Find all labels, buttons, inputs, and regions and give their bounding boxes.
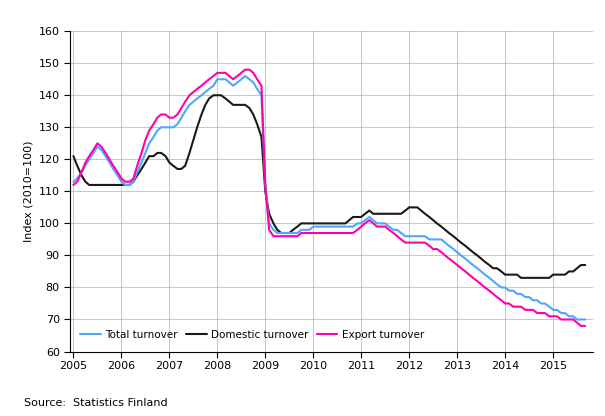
Total turnover (210, 83, 217, 88)
Line: Total turnover: Total turnover (73, 76, 585, 319)
Legend: Total turnover, Domestic turnover, Export turnover: Total turnover, Domestic turnover, Expor… (80, 330, 424, 340)
Total turnover (342, 224, 349, 229)
Export turnover (378, 224, 385, 229)
Line: Domestic turnover: Domestic turnover (73, 95, 585, 278)
Domestic turnover (214, 93, 221, 98)
Domestic turnover (526, 275, 533, 280)
Export turnover (210, 74, 217, 79)
Domestic turnover (378, 211, 385, 216)
Total turnover (378, 221, 385, 226)
Total turnover (522, 295, 529, 300)
Export turnover (522, 307, 529, 312)
Total turnover (94, 144, 101, 149)
Total turnover (574, 317, 581, 322)
Domestic turnover (477, 256, 485, 261)
Domestic turnover (94, 183, 101, 188)
Total turnover (581, 317, 589, 322)
Export turnover (241, 67, 249, 72)
Export turnover (477, 282, 485, 287)
Line: Export turnover: Export turnover (73, 69, 585, 326)
Export turnover (581, 323, 589, 328)
Total turnover (241, 74, 249, 79)
Domestic turnover (210, 93, 217, 98)
Export turnover (70, 183, 77, 188)
Export turnover (342, 230, 349, 235)
Y-axis label: Index (2010=100): Index (2010=100) (23, 141, 33, 242)
Total turnover (477, 269, 485, 274)
Domestic turnover (70, 154, 77, 158)
Export turnover (577, 323, 584, 328)
Export turnover (94, 141, 101, 146)
Text: Source:  Statistics Finland: Source: Statistics Finland (24, 398, 168, 408)
Domestic turnover (342, 221, 349, 226)
Domestic turnover (517, 275, 525, 280)
Total turnover (70, 179, 77, 184)
Domestic turnover (581, 262, 589, 267)
